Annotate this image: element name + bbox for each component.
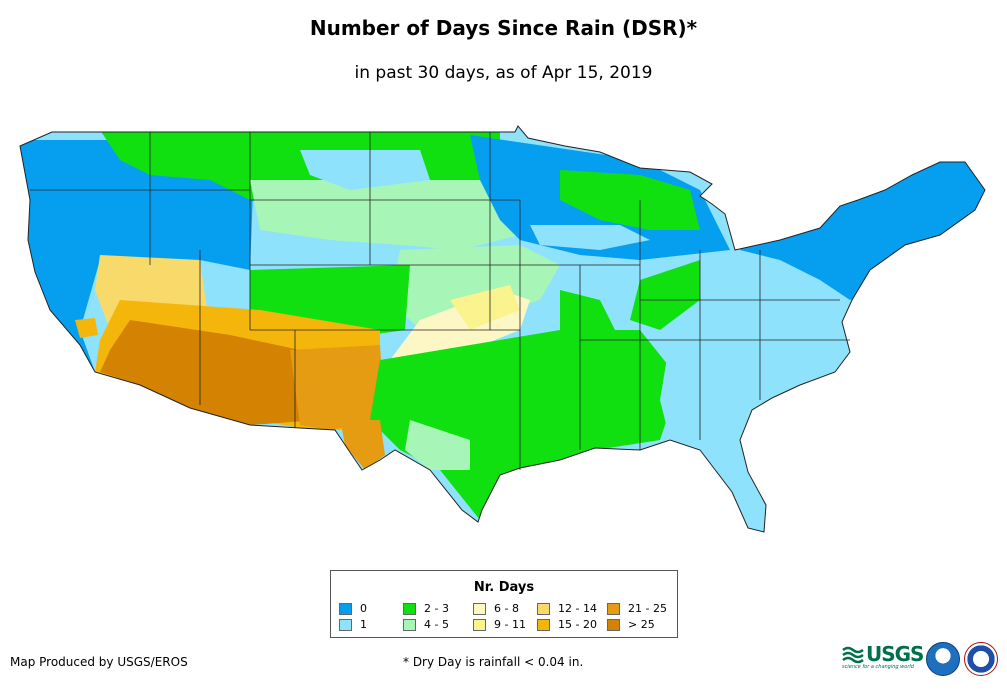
legend-swatch <box>607 618 620 631</box>
region-new-mexico-21-25 <box>290 345 385 430</box>
legend-item: 12 - 14 <box>537 602 597 615</box>
usgs-tagline: science for a changing world <box>842 664 914 670</box>
region-kentucky-2-3 <box>630 260 700 330</box>
agency-logos: USGS science for a changing world <box>842 640 1002 678</box>
legend-label: 12 - 14 <box>558 602 597 615</box>
map-subtitle: in past 30 days, as of Apr 15, 2019 <box>354 63 653 83</box>
legend-label: 4 - 5 <box>424 618 449 631</box>
map-title: Number of Days Since Rain (DSR)* <box>309 16 698 40</box>
legend-item: 9 - 11 <box>473 618 526 631</box>
credit-text: Map Produced by USGS/EROS <box>10 655 188 669</box>
legend-label: 15 - 20 <box>558 618 597 631</box>
legend-label: 9 - 11 <box>494 618 526 631</box>
region-west-0 <box>20 140 255 372</box>
legend-swatch <box>537 602 550 615</box>
legend-item: 2 - 3 <box>403 602 449 615</box>
region-kansas-9-11 <box>450 285 520 330</box>
dry-day-note: * Dry Day is rainfall < 0.04 in. <box>403 655 584 669</box>
region-plains-4-5 <box>250 180 520 250</box>
legend-swatch <box>403 618 416 631</box>
usgs-wave-icon <box>842 644 864 664</box>
legend-swatch <box>473 618 486 631</box>
legend-swatch <box>537 618 550 631</box>
region-southeast-1 <box>660 330 850 532</box>
region-kansas-4-5 <box>390 245 560 330</box>
region-south-central-2-3 <box>370 330 680 520</box>
noaa-seal-icon <box>926 642 960 676</box>
legend-label: > 25 <box>628 618 655 631</box>
legend-label: 21 - 25 <box>628 602 667 615</box>
region-iowa-1 <box>530 225 650 250</box>
legend-item: 15 - 20 <box>537 618 597 631</box>
region-california-patch <box>75 318 98 338</box>
legend-swatch <box>339 602 352 615</box>
legend-swatch <box>403 602 416 615</box>
region-texas-4-5 <box>405 420 470 470</box>
region-missouri-2-3 <box>560 290 620 350</box>
legend-item: 1 <box>339 618 367 631</box>
legend-item: 21 - 25 <box>607 602 667 615</box>
weather-service-seal-icon <box>964 642 998 676</box>
region-montana-1 <box>300 150 430 190</box>
legend-item: 4 - 5 <box>403 618 449 631</box>
region-west-texas-21-25 <box>340 420 385 470</box>
legend-item: 6 - 8 <box>473 602 519 615</box>
legend-swatch <box>607 602 620 615</box>
legend-swatch <box>339 618 352 631</box>
legend-label: 2 - 3 <box>424 602 449 615</box>
region-michigan-2-3 <box>560 170 700 230</box>
legend-item: > 25 <box>607 618 655 631</box>
legend-title: Nr. Days <box>473 580 535 595</box>
legend-label: 1 <box>360 618 367 631</box>
legend-swatch <box>473 602 486 615</box>
usgs-wordmark: USGS <box>866 642 924 666</box>
state-boundaries <box>30 132 850 470</box>
region-arizona-gt25 <box>100 320 320 425</box>
usgs-logo: USGS <box>842 642 924 666</box>
legend-label: 6 - 8 <box>494 602 519 615</box>
legend-item: 0 <box>339 602 367 615</box>
us-dsr-map <box>19 125 986 533</box>
legend-label: 0 <box>360 602 367 615</box>
legend: Nr. Days 0 1 2 - 3 4 - 5 6 - 8 9 - 11 12 - 14 1… <box>330 570 678 638</box>
